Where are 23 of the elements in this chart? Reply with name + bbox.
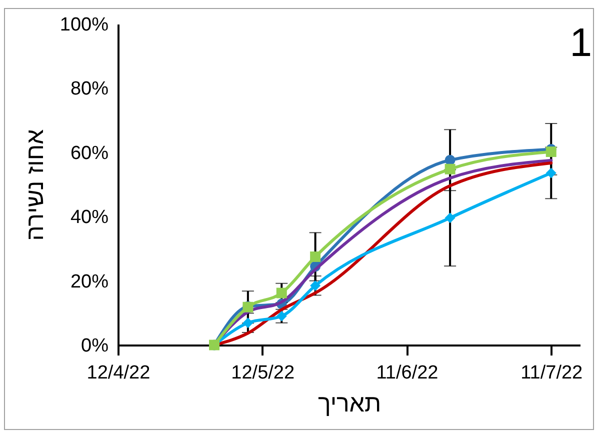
point: [310, 251, 321, 262]
y-tick-label: 0%: [81, 336, 109, 356]
y-tick-label: 80%: [70, 78, 109, 100]
y-tick-label: 20%: [70, 271, 109, 292]
point: [242, 318, 254, 328]
point: [546, 146, 556, 157]
point: [444, 164, 456, 174]
point: [444, 212, 456, 224]
point: [546, 168, 556, 178]
y-tick-label: 40%: [70, 207, 109, 228]
x-tick-label: 12/4/22: [86, 362, 150, 384]
x-axis-title: תאריך: [318, 390, 382, 418]
annotation: 1: [570, 21, 592, 65]
point: [276, 288, 287, 298]
y-axis-title: אחוז נשירה: [22, 129, 49, 241]
point: [444, 154, 456, 166]
point: [276, 310, 287, 322]
x-tick-label: 12/5/22: [231, 362, 295, 384]
y-tick-label: 60%: [70, 142, 109, 164]
point: [310, 280, 321, 291]
y-tick-label: 100%: [60, 14, 109, 36]
x-tick-label: 11/7/22: [520, 362, 583, 384]
x-tick-label: 11/6/22: [376, 362, 438, 384]
